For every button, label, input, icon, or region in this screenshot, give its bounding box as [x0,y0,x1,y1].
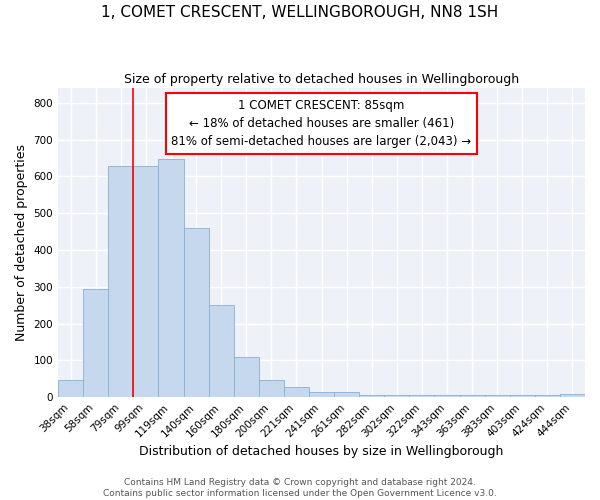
Bar [460,396,485,397]
Text: 1, COMET CRESCENT, WELLINGBOROUGH, NN8 1SH: 1, COMET CRESCENT, WELLINGBOROUGH, NN8 1… [101,5,499,20]
Bar [334,392,359,397]
Bar [158,158,184,397]
X-axis label: Distribution of detached houses by size in Wellingborough: Distribution of detached houses by size … [139,444,504,458]
Bar [58,380,83,397]
Text: 1 COMET CRESCENT: 85sqm
← 18% of detached houses are smaller (461)
81% of semi-d: 1 COMET CRESCENT: 85sqm ← 18% of detache… [172,99,472,148]
Bar [259,380,284,397]
Bar [434,396,460,397]
Y-axis label: Number of detached properties: Number of detached properties [15,144,28,341]
Bar [133,166,158,397]
Bar [409,396,434,397]
Bar [284,387,309,397]
Bar [209,305,233,397]
Bar [535,396,560,397]
Bar [108,166,133,397]
Bar [359,396,384,397]
Bar [384,396,409,397]
Bar [184,228,209,397]
Bar [233,356,259,397]
Bar [309,392,334,397]
Bar [510,396,535,397]
Text: Contains HM Land Registry data © Crown copyright and database right 2024.
Contai: Contains HM Land Registry data © Crown c… [103,478,497,498]
Bar [560,394,585,397]
Bar [485,396,510,397]
Title: Size of property relative to detached houses in Wellingborough: Size of property relative to detached ho… [124,72,519,86]
Bar [83,290,108,397]
